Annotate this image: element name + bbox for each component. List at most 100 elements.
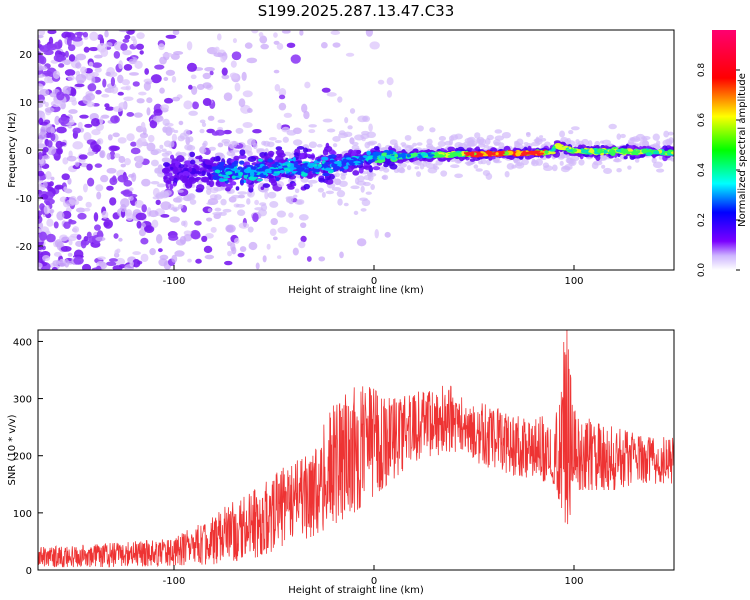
spectrogram-blob [56, 91, 65, 101]
spectrogram-blob [117, 137, 127, 144]
spectrogram-blob [173, 51, 184, 55]
spectrogram-blob [46, 140, 53, 148]
spectrogram-ridge [310, 162, 315, 166]
spectrogram-blob [124, 34, 131, 40]
snr-x-tick-label: 0 [371, 576, 377, 587]
spectrogram-ridge [261, 175, 266, 178]
spectrogram-halo [414, 166, 420, 170]
spectrogram-ridge [620, 149, 628, 153]
spectrogram-halo [207, 208, 212, 213]
spectrogram-blob [38, 117, 44, 126]
spectrogram-halo [162, 194, 169, 198]
spectrogram-blob [277, 226, 288, 234]
spectrogram-ridge [211, 172, 218, 175]
spectrogram-ridge [279, 169, 285, 174]
snr-axes: -100 0 100 0 100 200 300 400 [13, 337, 584, 587]
spectrogram-core [176, 155, 185, 163]
spectrogram-blob [76, 195, 83, 202]
spectrogram-halo [570, 126, 580, 131]
spectrogram-blob [93, 212, 99, 222]
spectrogram-halo [370, 183, 375, 191]
spectrogram-halo [308, 141, 318, 149]
spectrogram-blob [91, 75, 96, 85]
spectrogram-blob [171, 75, 177, 83]
spectrogram-y-tick-label: -10 [16, 194, 32, 205]
spectrogram-halo [409, 146, 414, 150]
spectrogram-ridge [239, 160, 245, 165]
spectrogram-blob [68, 54, 76, 62]
spectrogram-halo [483, 144, 490, 149]
spectrogram-blob [158, 43, 165, 51]
spectrogram-core [260, 155, 270, 159]
spectrogram-blob [120, 163, 126, 168]
spectrogram-blob [163, 76, 169, 81]
spectrogram-core [169, 166, 174, 170]
spectrogram-ridge [256, 178, 263, 182]
spectrogram-blob [172, 96, 181, 102]
spectrogram-core [163, 175, 168, 179]
spectrogram-blob [56, 126, 67, 134]
spectrogram-blob [211, 131, 220, 136]
spectrogram-core [184, 181, 193, 189]
spectrogram-ridge [240, 179, 245, 184]
spectrogram-ridge [235, 169, 241, 173]
spectrogram-blob [39, 88, 50, 97]
spectrogram-blob [299, 30, 304, 36]
spectrogram-blob [38, 174, 41, 183]
spectrogram-halo [337, 96, 343, 103]
spectrogram-blob [77, 121, 83, 129]
spectrogram-blob [118, 60, 123, 70]
spectrogram-blob [54, 184, 64, 190]
spectrogram-blob [46, 218, 54, 227]
spectrogram-halo [476, 136, 485, 145]
spectrogram-blob [130, 141, 137, 147]
spectrogram-halo [616, 167, 622, 173]
spectrogram-blob [136, 98, 145, 104]
spectrogram-core [184, 160, 192, 165]
spectrogram-ridge [215, 175, 219, 180]
spectrogram-blob [242, 121, 253, 129]
spectrogram-blob [56, 147, 63, 155]
spectrogram-core [386, 160, 395, 167]
spectrogram-halo [353, 210, 359, 215]
spectrogram-core [169, 154, 175, 160]
spectrogram-blob [113, 153, 121, 159]
spectrogram-halo [347, 125, 353, 130]
spectrogram-blob [45, 123, 53, 133]
spectrogram-blob [128, 58, 137, 65]
spectrogram-halo [338, 180, 348, 187]
spectrogram-halo [260, 204, 268, 212]
spectrogram-blob [112, 132, 120, 138]
spectrogram-halo [267, 191, 277, 199]
spectrogram-blob [386, 90, 393, 98]
spectrogram-core [162, 162, 170, 167]
spectrogram-ridge [237, 166, 243, 170]
spectrogram-blob [38, 63, 43, 71]
spectrogram-ridge [389, 150, 394, 155]
spectrogram-ridge [492, 152, 496, 156]
spectrogram-halo [616, 133, 622, 140]
spectrogram-blob [38, 34, 44, 39]
spectrogram-ridge [394, 153, 399, 158]
spectrogram-blob [73, 256, 84, 265]
spectrogram-blob [194, 220, 202, 226]
spectrogram-halo [213, 187, 223, 192]
spectrogram-halo [448, 139, 454, 146]
spectrogram-blob [301, 103, 308, 113]
spectrogram-ridge [348, 159, 356, 165]
spectrogram-halo [591, 162, 599, 170]
spectrogram-blob [58, 116, 70, 125]
spectrogram-blob [94, 224, 101, 231]
spectrogram-blob [204, 254, 215, 260]
spectrogram-core [196, 184, 205, 191]
spectrogram-blob [41, 70, 53, 75]
spectrogram-blob [97, 34, 104, 41]
spectrogram-blob [101, 93, 110, 98]
spectrogram-blob [242, 90, 253, 98]
spectrogram-core [172, 167, 179, 175]
spectrogram-blob [52, 70, 61, 79]
spectrogram-blob [72, 141, 84, 150]
spectrogram-blob [120, 204, 127, 213]
spectrogram-core [188, 167, 193, 172]
spectrogram-ridge [233, 173, 239, 176]
